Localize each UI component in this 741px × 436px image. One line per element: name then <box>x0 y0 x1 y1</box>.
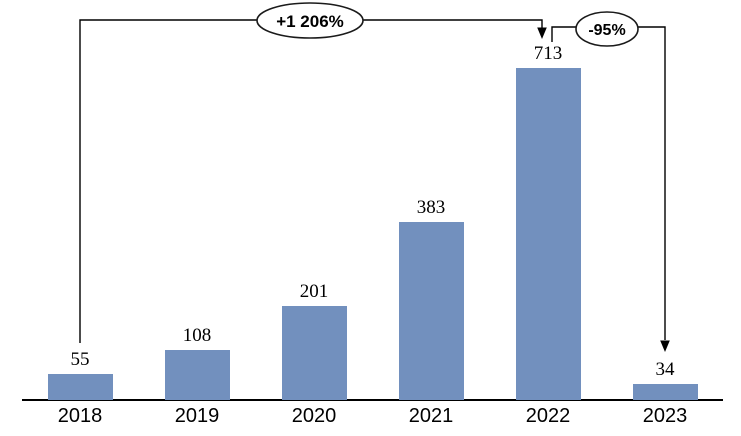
bar-2020 <box>281 306 347 400</box>
x-axis-label-2019: 2019 <box>174 405 220 427</box>
data-label-2021: 383 <box>416 196 446 218</box>
data-label-2023: 34 <box>655 359 675 381</box>
data-label-2018: 55 <box>70 349 90 371</box>
decline-arrow-down-icon <box>660 340 670 352</box>
x-axis-label-2023: 2023 <box>642 405 688 427</box>
bar-2022 <box>515 68 581 400</box>
data-label-2022: 713 <box>533 43 563 64</box>
x-axis-label-2018: 2018 <box>57 405 103 427</box>
x-axis-label-2020: 2020 <box>291 405 337 427</box>
bar-2023 <box>632 384 698 400</box>
data-label-2019: 108 <box>182 324 212 346</box>
bar-2021 <box>398 221 464 400</box>
data-label-2020: 201 <box>299 281 329 303</box>
growth-arrow-down-icon <box>537 27 547 39</box>
decline-callout-label: -95% <box>588 22 625 39</box>
decline-callout-ellipse <box>575 11 639 47</box>
bar-2018 <box>47 374 113 400</box>
x-axis-label-2021: 2021 <box>408 405 454 427</box>
x-axis-label-2022: 2022 <box>525 405 571 427</box>
growth-callout-ellipse <box>256 2 364 39</box>
growth-callout-label: +1 206% <box>276 12 344 31</box>
bar-2019 <box>164 349 230 400</box>
x-axis <box>22 399 723 401</box>
